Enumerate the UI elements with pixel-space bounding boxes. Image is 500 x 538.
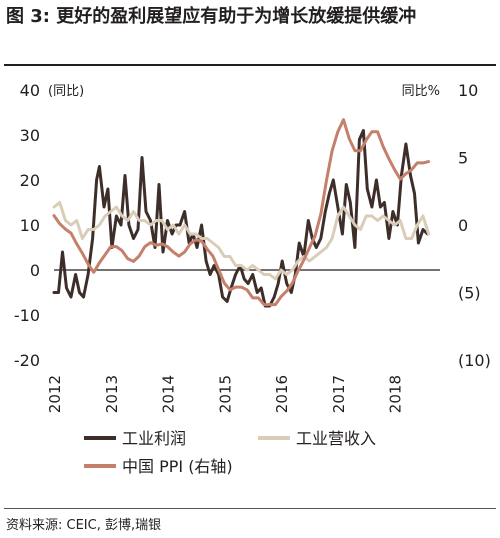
source-note: 资料来源: CEIC, 彭博,瑞银 (6, 518, 162, 533)
right-tick-label: 5 (458, 149, 468, 168)
x-tick-label: 2017 (330, 375, 348, 413)
series-line-3 (52, 118, 431, 307)
left-tick-label: 0 (30, 261, 40, 280)
left-tick-label: -20 (14, 351, 40, 370)
x-tick-label: 2012 (46, 375, 64, 413)
x-tick-label: 2016 (273, 375, 291, 413)
title-divider (4, 64, 496, 66)
left-tick-label: 20 (20, 171, 40, 190)
x-tick-label: 2014 (160, 375, 178, 413)
series-line-1 (52, 129, 429, 308)
legend-label: 工业营收入 (296, 429, 376, 448)
figure-title: 图 3: 更好的盈利展望应有助于为增长放缓提供缓冲 (6, 6, 417, 27)
left-tick-label: 10 (20, 216, 40, 235)
series-line-2 (52, 201, 431, 281)
x-tick-label: 2018 (387, 375, 405, 413)
left-tick-label: 30 (20, 126, 40, 145)
right-tick-label: (5) (458, 284, 481, 303)
left-tick-label: -10 (14, 306, 40, 325)
legend-label: 工业利润 (122, 429, 186, 448)
left-axis-unit: (同比) (48, 84, 84, 99)
legend-label: 中国 PPI (右轴) (122, 457, 233, 476)
right-tick-label: 0 (458, 216, 468, 235)
x-tick-label: 2013 (103, 375, 121, 413)
right-tick-label: 10 (458, 81, 478, 100)
right-tick-label: (10) (458, 351, 491, 370)
x-tick-label: 2015 (216, 375, 234, 413)
source-divider (4, 508, 496, 509)
left-tick-label: 40 (20, 81, 40, 100)
right-axis-unit: 同比% (402, 84, 440, 99)
